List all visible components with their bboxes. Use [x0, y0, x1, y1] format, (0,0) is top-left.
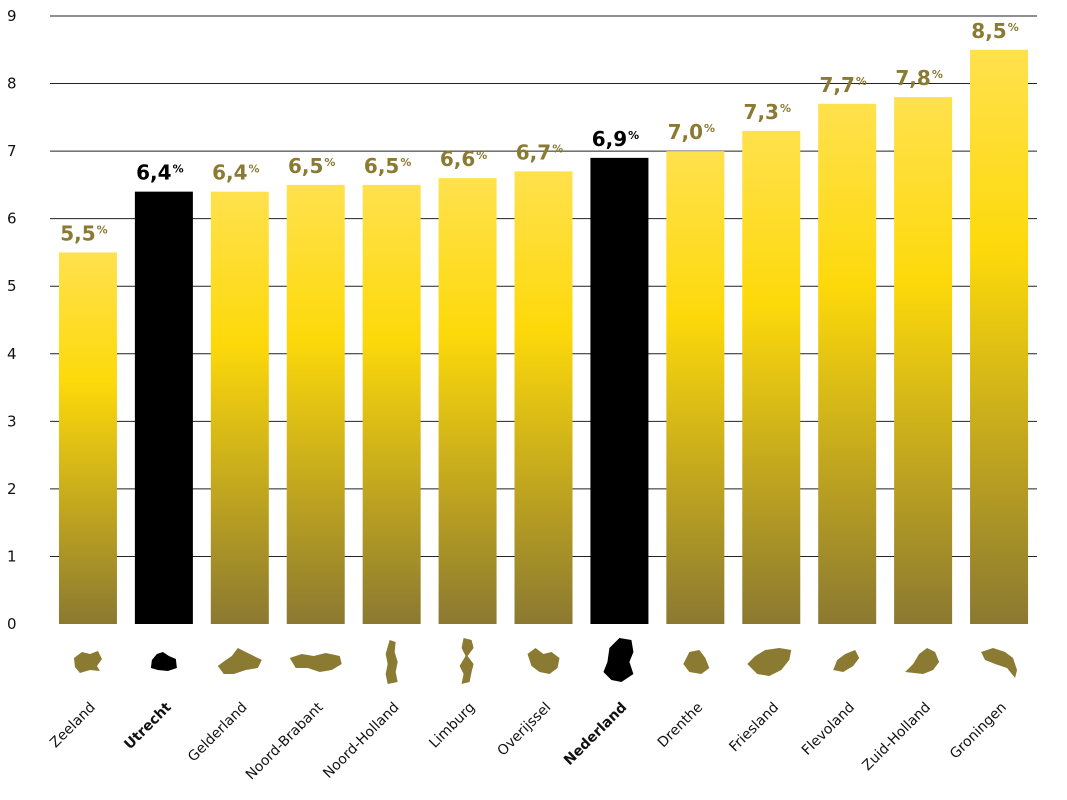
drenthe-map-icon [683, 650, 710, 674]
bar-zuid-holland [894, 97, 953, 625]
category-label-gelderland: Gelderland [185, 700, 251, 766]
y-tick-label: 3 [7, 412, 17, 430]
value-label-nederland: 6,9% [592, 127, 639, 151]
bar-nederland [590, 157, 649, 624]
bar-overijssel [514, 171, 573, 624]
bar-limburg [438, 178, 497, 624]
value-label-groningen: 8,5% [971, 19, 1018, 43]
zuid-holland-map-icon [905, 648, 940, 674]
category-label-drenthe: Drenthe [655, 700, 706, 751]
bar-flevoland [818, 103, 877, 625]
value-label-flevoland: 7,7% [819, 73, 866, 97]
friesland-map-icon [747, 648, 792, 676]
flevoland-map-icon [833, 650, 860, 672]
category-label-utrecht: Utrecht [121, 699, 175, 753]
y-tick-label: 2 [7, 480, 17, 498]
value-labels: 5,5% 6,4% 6,4% 6,5% 6,5% 6,6% 6,7% 6,9% 7,0% 7,3%… [60, 19, 1019, 246]
value-label-utrecht: 6,4% [136, 161, 183, 185]
gelderland-map-icon [217, 648, 262, 674]
value-label-zeeland: 5,5% [60, 221, 107, 245]
y-tick-label: 0 [7, 615, 17, 633]
category-label-noord-holland: Noord-Holland [320, 700, 402, 782]
value-label-limburg: 6,6% [440, 147, 487, 171]
y-tick-label: 6 [7, 210, 17, 228]
bars [58, 49, 1029, 625]
bar-utrecht [134, 191, 193, 624]
bar-groningen [970, 49, 1029, 625]
category-label-nederland: Nederland [561, 700, 630, 769]
bar-noord-holland [362, 184, 421, 624]
y-tick-label: 9 [7, 7, 17, 25]
category-label-limburg: Limburg [426, 700, 478, 752]
x-axis-labels: Zeeland Utrecht GelderlandNoord-BrabantNoo… [47, 699, 1010, 783]
y-tick-label: 5 [7, 277, 17, 295]
limburg-map-icon [459, 638, 474, 684]
y-tick-label: 7 [7, 142, 17, 160]
y-tick-label: 1 [7, 547, 17, 565]
bar-gelderland [210, 191, 269, 624]
category-label-zuid-holland: Zuid-Holland [859, 700, 934, 775]
y-tick-label: 4 [7, 345, 17, 363]
category-label-groningen: Groningen [947, 700, 1010, 763]
bar-zeeland [58, 252, 117, 624]
overijssel-map-icon [527, 648, 560, 674]
value-label-noord-holland: 6,5% [364, 154, 411, 178]
utrecht-map-icon [150, 652, 177, 671]
category-label-zeeland: Zeeland [47, 700, 99, 752]
value-label-zuid-holland: 7,8% [895, 66, 942, 90]
bar-noord-brabant [286, 184, 345, 624]
category-label-noord-brabant: Noord-Brabant [243, 699, 327, 783]
province-icons [73, 638, 1018, 684]
bar-drenthe [666, 151, 725, 624]
y-axis: 0 1 2 3 4 5 6 7 8 9 [7, 7, 17, 633]
zeeland-map-icon [73, 651, 102, 673]
value-label-drenthe: 7,0% [668, 120, 715, 144]
category-label-friesland: Friesland [726, 700, 782, 756]
value-label-noord-brabant: 6,5% [288, 154, 335, 178]
value-label-gelderland: 6,4% [212, 161, 259, 185]
value-label-friesland: 7,3% [744, 100, 791, 124]
y-tick-label: 8 [7, 75, 17, 93]
value-label-overijssel: 6,7% [516, 140, 563, 164]
category-label-overijssel: Overijssel [495, 700, 555, 760]
bar-friesland [742, 130, 801, 624]
category-label-flevoland: Flevoland [799, 700, 858, 759]
nederland-map-icon [603, 638, 634, 682]
noord-holland-map-icon [385, 640, 398, 684]
noord-brabant-map-icon [289, 653, 342, 672]
groningen-map-icon [981, 648, 1018, 678]
